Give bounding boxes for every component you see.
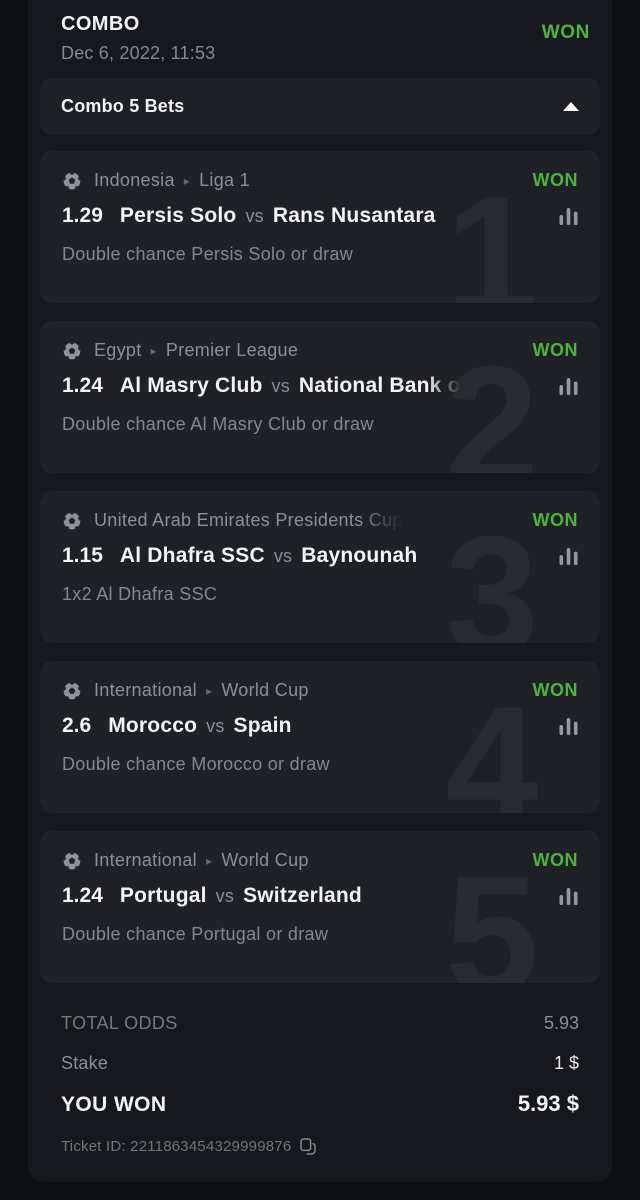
bet-status-badge: WON bbox=[532, 680, 578, 700]
bet-category: International bbox=[94, 850, 197, 870]
ticket-summary: TOTAL ODDS 5.93 Stake 1 $ YOU WON 5.93 $… bbox=[40, 1001, 600, 1155]
away-team: Switzerland bbox=[243, 884, 362, 907]
soccer-ball-icon bbox=[62, 851, 82, 871]
bet-ticket-panel: COMBO Dec 6, 2022, 11:53 WON Combo 5 Bet… bbox=[28, 0, 612, 1182]
chevron-right-icon: ▸ bbox=[183, 173, 191, 188]
total-odds-value: 5.93 bbox=[543, 1013, 579, 1033]
bet-tournament: World Cup bbox=[221, 680, 309, 700]
bet-card: 5 International ▸ World Cup WON 1.24 Por… bbox=[40, 831, 600, 983]
stats-icon[interactable] bbox=[559, 717, 578, 735]
home-team: Morocco bbox=[108, 714, 198, 737]
ticket-date: Dec 6, 2022, 11:53 bbox=[61, 43, 216, 63]
bet-number-watermark: 3 bbox=[422, 511, 562, 643]
stake-label: Stake bbox=[61, 1053, 109, 1073]
bet-tournament: Liga 1 bbox=[199, 170, 250, 190]
vs-label: vs bbox=[206, 715, 225, 736]
copy-icon[interactable] bbox=[300, 1138, 317, 1155]
home-team: Al Masry Club bbox=[119, 374, 263, 397]
bet-pick: Double chance Al Masry Club or draw bbox=[62, 414, 374, 434]
soccer-ball-icon bbox=[62, 171, 82, 191]
home-team: Al Dhafra SSC bbox=[119, 544, 265, 567]
bet-card: 2 Egypt ▸ Premier League WON 1.24 Al Mas… bbox=[40, 321, 600, 473]
bet-status-badge: WON bbox=[532, 850, 578, 870]
soccer-ball-icon bbox=[62, 341, 82, 361]
you-won-value: 5.93 $ bbox=[517, 1091, 579, 1116]
ticket-id-value: 2211863454329999876 bbox=[130, 1138, 292, 1155]
home-team: Persis Solo bbox=[119, 204, 237, 227]
bet-tournament: Premier League bbox=[165, 340, 299, 360]
vs-label: vs bbox=[273, 545, 293, 566]
bet-card: 1 Indonesia ▸ Liga 1 WON 1.29 Persis Sol… bbox=[40, 151, 600, 303]
bet-pick: Double chance Morocco or draw bbox=[62, 754, 330, 774]
stats-icon[interactable] bbox=[559, 207, 578, 225]
soccer-ball-icon bbox=[62, 511, 82, 531]
bet-status-badge: WON bbox=[532, 340, 578, 360]
stake-value: 1 $ bbox=[553, 1053, 579, 1073]
stats-icon[interactable] bbox=[559, 887, 578, 905]
bet-status-badge: WON bbox=[532, 510, 578, 530]
away-team: Spain bbox=[233, 714, 292, 737]
bet-number-watermark: 1 bbox=[422, 171, 562, 303]
bet-category: International bbox=[94, 680, 197, 700]
vs-label: vs bbox=[215, 885, 235, 906]
combo-bets-toggle[interactable]: Combo 5 Bets bbox=[40, 78, 600, 135]
bet-odds: 1.29 bbox=[62, 204, 103, 227]
bet-number-watermark: 2 bbox=[422, 341, 562, 473]
bet-pick: Double chance Persis Solo or draw bbox=[62, 244, 354, 264]
bet-odds: 1.24 bbox=[62, 374, 103, 397]
away-team: National Bank o bbox=[298, 374, 461, 397]
bet-category: Indonesia bbox=[94, 170, 175, 190]
bet-card: 3 United Arab Emirates Presidents Cup WO… bbox=[40, 491, 600, 643]
combo-bets-label: Combo 5 Bets bbox=[61, 96, 185, 116]
total-odds-label: TOTAL ODDS bbox=[61, 1013, 178, 1033]
away-team: Baynounah bbox=[301, 544, 418, 567]
ticket-status-badge: WON bbox=[541, 22, 590, 43]
away-team: Rans Nusantara bbox=[272, 204, 436, 227]
bet-odds: 2.6 bbox=[62, 714, 92, 737]
bet-pick: 1x2 Al Dhafra SSC bbox=[62, 584, 218, 604]
vs-label: vs bbox=[271, 375, 290, 396]
bet-tournament: World Cup bbox=[221, 850, 309, 870]
you-won-label: YOU WON bbox=[61, 1093, 167, 1116]
chevron-up-icon bbox=[563, 102, 579, 111]
vs-label: vs bbox=[245, 205, 264, 226]
ticket-type-title: COMBO bbox=[61, 13, 140, 35]
soccer-ball-icon bbox=[62, 681, 82, 701]
bet-odds: 1.24 bbox=[62, 884, 103, 907]
bet-pick: Double chance Portugal or draw bbox=[62, 924, 329, 944]
bet-number-watermark: 5 bbox=[422, 851, 562, 983]
ticket-header: COMBO Dec 6, 2022, 11:53 WON bbox=[40, 0, 600, 78]
bet-category: Egypt bbox=[94, 340, 142, 360]
bet-number-watermark: 4 bbox=[422, 681, 562, 813]
home-team: Portugal bbox=[119, 884, 207, 907]
chevron-right-icon: ▸ bbox=[205, 683, 213, 698]
ticket-id-label: Ticket ID: bbox=[61, 1138, 126, 1155]
stats-icon[interactable] bbox=[559, 377, 578, 395]
chevron-right-icon: ▸ bbox=[205, 853, 213, 868]
bet-card: 4 International ▸ World Cup WON 2.6 Moro… bbox=[40, 661, 600, 813]
bet-category: United Arab Emirates Presidents Cup bbox=[94, 510, 403, 530]
bet-odds: 1.15 bbox=[62, 544, 103, 567]
chevron-right-icon: ▸ bbox=[150, 343, 157, 358]
stats-icon[interactable] bbox=[559, 547, 578, 565]
bet-status-badge: WON bbox=[532, 170, 578, 190]
